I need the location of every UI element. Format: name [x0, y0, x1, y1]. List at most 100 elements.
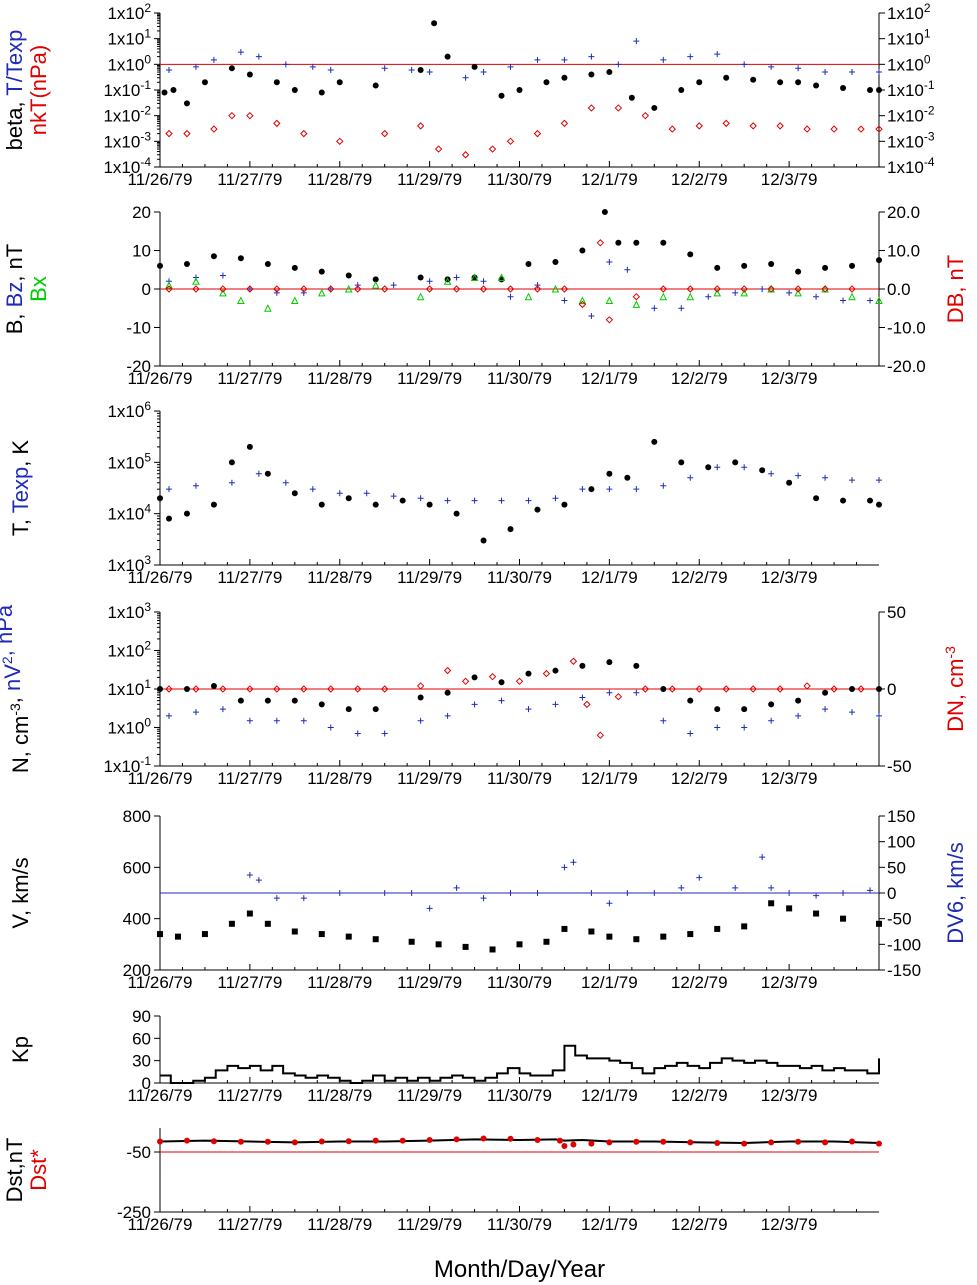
- data-point: [488, 672, 497, 681]
- data-point: [614, 104, 623, 112]
- data-point: [768, 1139, 775, 1146]
- data-point: [561, 297, 568, 304]
- data-point: [192, 63, 199, 70]
- y-tick-label: 60: [132, 1029, 151, 1048]
- data-point: [849, 69, 856, 76]
- data-point: [426, 69, 433, 76]
- x-tick-label: 12/1/79: [581, 1215, 638, 1234]
- data-point: [767, 285, 775, 293]
- data-point: [183, 260, 190, 267]
- data-point: [741, 61, 748, 68]
- data-point: [516, 87, 523, 93]
- data-point: [336, 79, 343, 86]
- data-point: [327, 285, 335, 293]
- data-point: [660, 686, 667, 692]
- series-nv2: [165, 689, 882, 737]
- data-point: [408, 67, 415, 74]
- x-tick-label: 11/28/79: [307, 568, 372, 587]
- data-point: [687, 251, 694, 258]
- data-point: [246, 717, 253, 724]
- data-point: [264, 470, 271, 477]
- data-point: [867, 297, 874, 304]
- y-axis-label-right: DB, nT: [943, 255, 968, 323]
- data-point: [750, 76, 757, 83]
- data-point: [776, 122, 784, 130]
- data-point: [165, 486, 172, 493]
- data-point: [533, 285, 542, 293]
- data-point: [849, 686, 856, 692]
- data-point: [678, 459, 685, 466]
- data-point: [417, 717, 424, 724]
- data-point: [345, 933, 352, 940]
- data-point: [560, 285, 569, 293]
- y-tick-label-right: -150: [887, 961, 921, 980]
- data-point: [768, 701, 775, 708]
- data-point: [840, 297, 847, 304]
- data-point: [875, 296, 883, 305]
- data-point: [759, 854, 766, 861]
- data-point: [408, 890, 415, 896]
- data-point: [237, 255, 244, 262]
- y-axis-label-right: DV6, km/s: [943, 842, 968, 943]
- y-axis-label: beta, T/Texp: [2, 30, 27, 151]
- x-tick-label: 12/3/79: [761, 973, 818, 992]
- x-tick-label: 11/27/79: [217, 973, 282, 992]
- data-point: [768, 900, 775, 907]
- y-tick-label-right: 1x10-3: [887, 129, 935, 151]
- data-point: [497, 273, 506, 281]
- data-point: [579, 694, 586, 701]
- data-point: [426, 278, 433, 285]
- data-point: [849, 477, 856, 484]
- data-point: [165, 712, 172, 719]
- data-point: [246, 443, 253, 450]
- data-point: [498, 679, 505, 686]
- y-tick-label: -20: [126, 357, 151, 376]
- x-tick-label: 11/28/79: [307, 369, 372, 388]
- series-dst-: [157, 1135, 882, 1149]
- data-point: [705, 293, 712, 300]
- x-tick-label: 11/28/79: [307, 1086, 372, 1105]
- series-kp: [160, 1044, 880, 1084]
- data-point: [543, 79, 550, 86]
- y-tick-label: 1x105: [107, 450, 151, 472]
- data-point: [561, 925, 568, 932]
- data-point: [687, 697, 694, 704]
- x-tick-label: 11/26/79: [128, 1086, 193, 1105]
- data-point: [480, 537, 487, 544]
- data-point: [291, 264, 298, 271]
- data-point: [246, 685, 254, 693]
- data-point: [686, 285, 694, 293]
- data-point: [452, 285, 461, 293]
- y-tick-label: -250: [117, 1203, 151, 1222]
- data-point: [605, 316, 614, 324]
- x-tick-label: 12/1/79: [581, 369, 638, 388]
- data-point: [201, 931, 208, 938]
- data-point: [453, 1136, 460, 1143]
- data-point: [300, 129, 308, 138]
- y-tick-label-right: 0.0: [887, 280, 911, 299]
- series-v: [157, 900, 882, 953]
- data-point: [660, 717, 667, 724]
- data-point: [759, 286, 766, 292]
- data-point: [813, 82, 820, 89]
- x-tick-label: 11/26/79: [128, 973, 193, 992]
- x-tick-label: 12/2/79: [671, 568, 728, 587]
- x-tick-label: 12/2/79: [671, 1215, 728, 1234]
- data-point: [588, 53, 595, 60]
- data-point: [606, 659, 613, 666]
- data-point: [228, 65, 235, 72]
- data-point: [480, 1135, 487, 1142]
- data-point: [795, 712, 802, 719]
- data-point: [291, 87, 298, 93]
- data-point: [264, 304, 272, 312]
- data-point: [588, 1140, 595, 1147]
- data-point: [605, 296, 614, 305]
- data-point: [507, 1135, 514, 1142]
- data-point: [462, 943, 469, 950]
- data-point: [300, 285, 308, 293]
- data-point: [390, 493, 397, 500]
- data-point: [318, 268, 325, 275]
- data-point: [641, 111, 650, 120]
- x-tick-label: 11/26/79: [128, 170, 193, 189]
- data-point: [848, 292, 856, 301]
